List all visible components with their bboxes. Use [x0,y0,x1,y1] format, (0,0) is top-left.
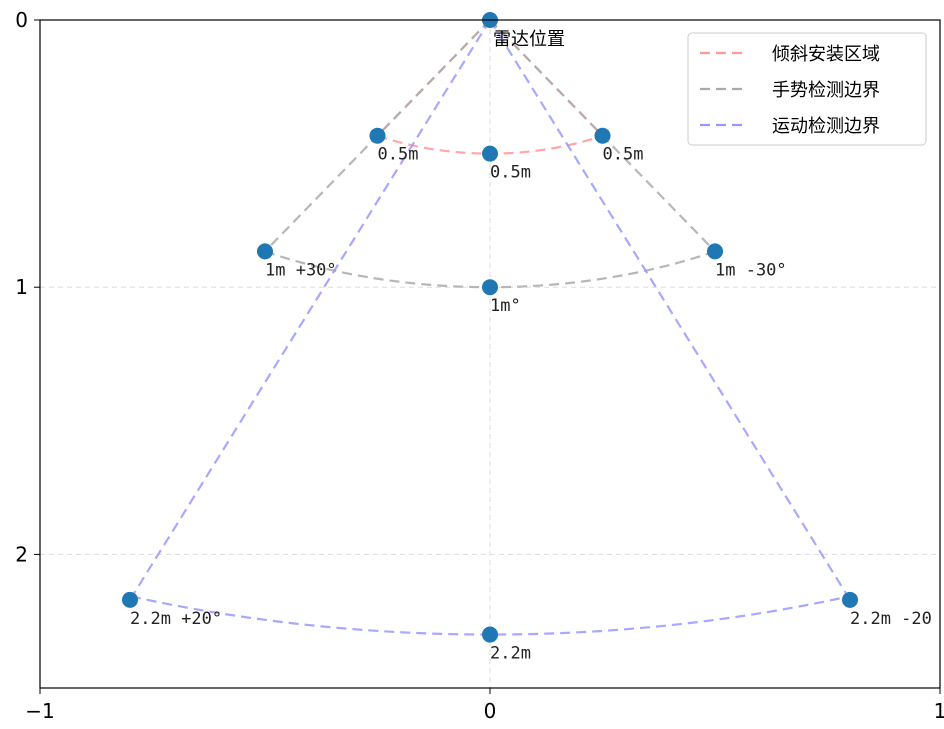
x-tick-label: 1 [934,699,944,723]
series-line [129,20,491,601]
data-point [842,591,858,608]
axes-layer: −1 0 1 0 1 2 [15,8,944,723]
point-label: 0.5m [378,145,419,165]
data-point [369,127,386,144]
y-tick-label: 0 [15,8,28,32]
point-label: 2.2m +20° [130,609,222,629]
y-tick-label: 1 [15,275,28,299]
point-label: 1m° [490,296,521,316]
legend-label: 手势检测边界 [772,80,880,101]
legend-label: 运动检测边界 [772,116,880,137]
point-label: 0.5m [490,163,531,183]
data-point [594,127,611,144]
point-label: 1m +30° [265,260,337,280]
point-label: 0.5m [603,145,644,165]
x-tick-label: −1 [25,699,54,723]
data-point [482,626,498,643]
y-tick-label: 2 [15,542,28,566]
point-label: 雷达位置 [493,29,565,50]
legend-label: 倾斜安装区域 [772,44,880,65]
data-point [482,279,498,296]
series-line [489,20,851,601]
point-label: 2.2m -20 [850,609,932,629]
point-label: 2.2m [490,644,531,664]
point-label: 1m -30° [715,260,787,280]
data-point [707,243,723,260]
x-tick-label: 0 [484,699,497,723]
points-layer [122,12,858,643]
legend-box [687,32,927,146]
data-point [482,145,498,162]
point-labels-layer: 雷达位置 0.5m 0.5m 0.5m 1m +30° 1m° 1m -30° 2.2m +2… [130,29,932,664]
data-point [122,591,138,608]
data-point [257,243,273,260]
